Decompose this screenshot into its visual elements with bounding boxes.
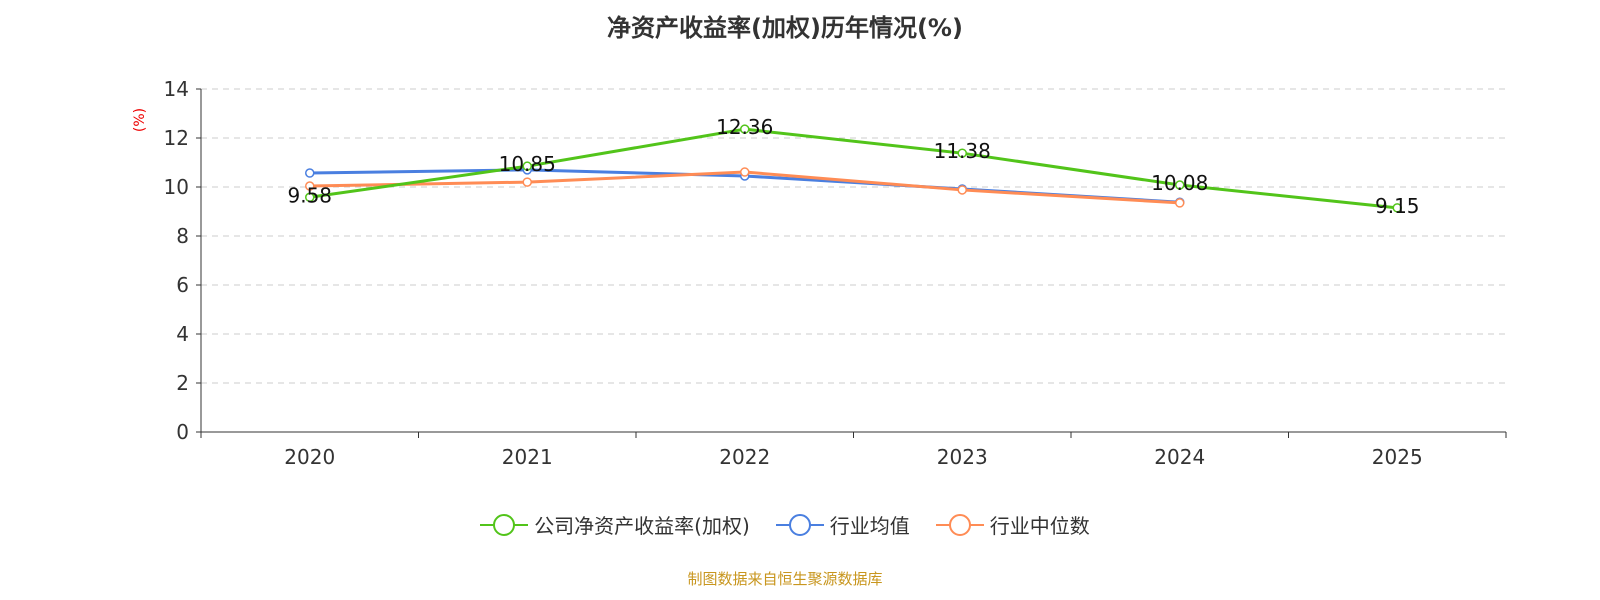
x-tick-label: 2023 (937, 445, 988, 469)
data-point (522, 161, 532, 171)
y-tick-label: 2 (176, 371, 189, 395)
x-tick-label: 2025 (1372, 445, 1423, 469)
data-point (1175, 180, 1185, 190)
legend-circle-icon (775, 513, 824, 536)
data-point (305, 168, 315, 178)
legend-label: 行业均值 (829, 514, 910, 538)
data-point (522, 177, 532, 187)
y-tick-label: 12 (164, 126, 189, 150)
legend-item[interactable]: 行业均值 (775, 510, 910, 539)
x-tick-label: 2022 (719, 445, 770, 469)
y-tick-label: 14 (164, 77, 189, 101)
series-line-0 (309, 127, 1398, 210)
data-point (305, 192, 315, 203)
x-tick-label: 2020 (284, 445, 335, 469)
x-tick-label: 2024 (1154, 445, 1205, 469)
legend-circle-icon (480, 513, 529, 536)
data-label: 11.38 (934, 139, 991, 163)
data-point (957, 148, 967, 158)
y-tick-label: 0 (176, 420, 189, 444)
data-point (740, 167, 750, 177)
data-point (1175, 198, 1185, 208)
legend-label: 公司净资产收益率(加权) (534, 514, 750, 538)
data-label: 12.36 (716, 115, 773, 139)
data-label: 10.85 (499, 152, 556, 176)
y-tick-label: 6 (176, 273, 189, 297)
source-note: 制图数据来自恒生聚源数据库 (687, 570, 883, 588)
data-point (740, 124, 750, 134)
legend-label: 行业中位数 (989, 514, 1090, 538)
chart-title: 净资产收益率(加权)历年情况(%) (607, 14, 963, 42)
x-tick-label: 2021 (502, 445, 553, 469)
data-label: 9.58 (287, 183, 332, 207)
legend: 公司净资产收益率(加权) 行业均值 行业中位数 (0, 510, 1570, 539)
legend-item[interactable]: 行业中位数 (935, 510, 1090, 539)
y-tick-label: 4 (176, 322, 189, 346)
y-tick-label: 10 (164, 175, 189, 199)
data-label: 9.15 (1375, 194, 1420, 218)
data-point (1392, 203, 1402, 213)
legend-circle-icon (935, 513, 984, 536)
data-point (305, 181, 315, 191)
data-label: 10.08 (1151, 171, 1208, 195)
y-tick-label: 8 (176, 224, 189, 248)
data-point (957, 185, 967, 195)
legend-item[interactable]: 公司净资产收益率(加权) (480, 510, 750, 539)
